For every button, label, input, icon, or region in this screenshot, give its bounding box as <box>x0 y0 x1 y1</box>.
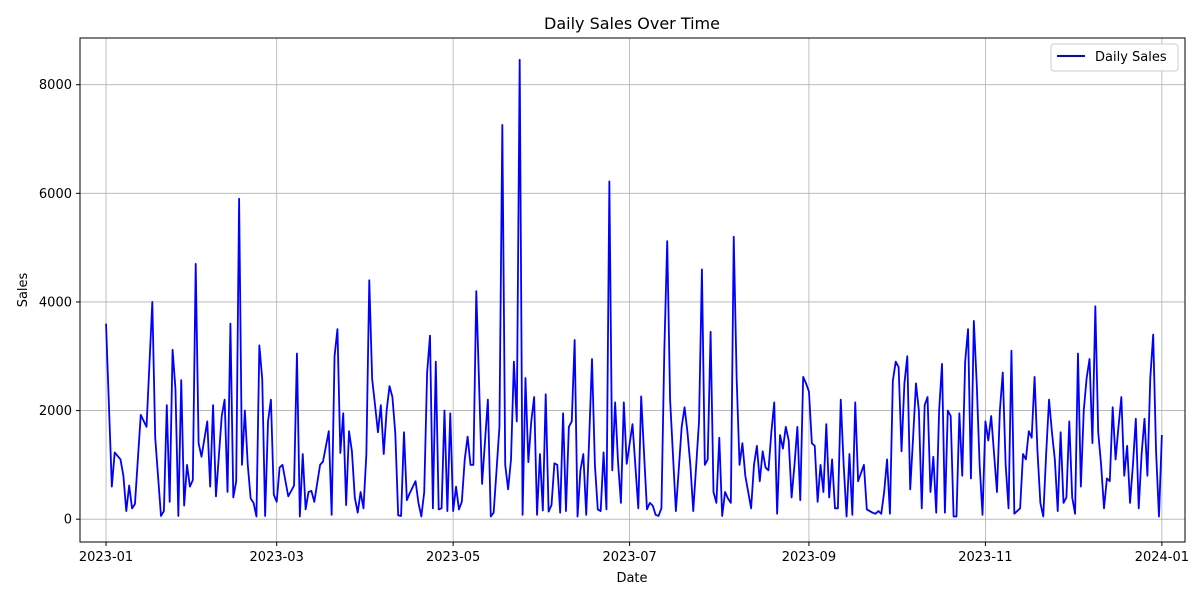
x-axis-ticks: 2023-01 2023-03 2023-05 2023-07 2023-09 2023-… <box>79 542 1189 565</box>
y-axis-label: Sales <box>16 272 31 307</box>
x-tick-label: 2023-09 <box>782 550 836 565</box>
legend: Daily Sales <box>1050 43 1179 72</box>
plot-frame <box>79 37 1186 543</box>
y-tick-label: 2000 <box>39 404 72 419</box>
x-tick-label: 2023-03 <box>250 550 304 565</box>
legend-box <box>1050 43 1179 72</box>
x-tick-label: 2023-11 <box>958 550 1012 565</box>
x-axis-label: Date <box>616 571 647 586</box>
y-tick-label: 4000 <box>39 295 72 310</box>
y-tick-label: 6000 <box>39 187 72 202</box>
y-axis-ticks: 0 2000 4000 6000 8000 <box>39 78 80 528</box>
x-tick-label: 2023-05 <box>426 550 480 565</box>
x-tick-label: 2023-01 <box>79 550 133 565</box>
y-tick-label: 0 <box>64 513 72 528</box>
series-line-daily-sales <box>105 58 1163 518</box>
grid-lines <box>80 38 1185 542</box>
series-layer <box>105 58 1163 518</box>
y-tick-label: 8000 <box>39 78 72 93</box>
legend-entry-daily-sales: Daily Sales <box>1095 50 1167 65</box>
chart-title: Daily Sales Over Time <box>544 14 720 33</box>
x-tick-label: 2023-07 <box>602 550 656 565</box>
x-tick-label: 2024-01 <box>1135 550 1189 565</box>
